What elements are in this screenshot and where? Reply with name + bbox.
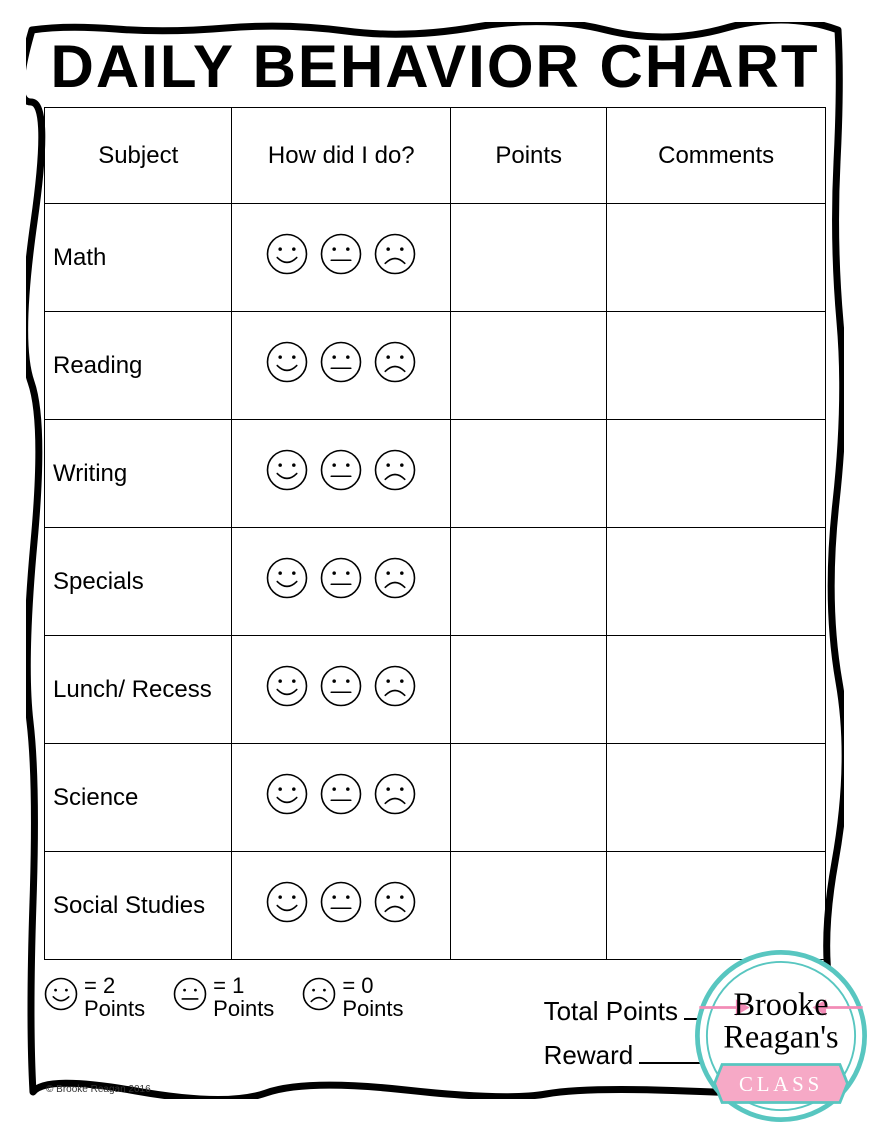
comments-cell[interactable] bbox=[607, 528, 826, 636]
neutral-face-icon[interactable] bbox=[320, 881, 362, 930]
points-cell[interactable] bbox=[451, 420, 607, 528]
svg-text:CLASS: CLASS bbox=[739, 1072, 823, 1096]
rating-cell[interactable] bbox=[232, 636, 451, 744]
comments-cell[interactable] bbox=[607, 636, 826, 744]
sad-face-icon[interactable] bbox=[374, 341, 416, 390]
legend-label: = 0Points bbox=[342, 974, 403, 1020]
svg-text:Reagan's: Reagan's bbox=[723, 1018, 838, 1054]
rating-cell[interactable] bbox=[232, 420, 451, 528]
rating-cell[interactable] bbox=[232, 312, 451, 420]
legend-item: = 1Points bbox=[173, 974, 274, 1020]
legend-label: = 1Points bbox=[213, 974, 274, 1020]
subject-cell: Writing bbox=[45, 420, 232, 528]
subject-cell: Lunch/ Recess bbox=[45, 636, 232, 744]
neutral-face-icon bbox=[173, 977, 207, 1017]
comments-cell[interactable] bbox=[607, 744, 826, 852]
neutral-face-icon[interactable] bbox=[320, 233, 362, 282]
sad-face-icon[interactable] bbox=[374, 557, 416, 606]
points-cell[interactable] bbox=[451, 528, 607, 636]
sad-face-icon[interactable] bbox=[374, 881, 416, 930]
table-row: Specials bbox=[45, 528, 826, 636]
rating-cell[interactable] bbox=[232, 852, 451, 960]
col-subject: Subject bbox=[45, 108, 232, 204]
table-row: Science bbox=[45, 744, 826, 852]
neutral-face-icon[interactable] bbox=[320, 341, 362, 390]
points-cell[interactable] bbox=[451, 204, 607, 312]
table-row: Math bbox=[45, 204, 826, 312]
points-cell[interactable] bbox=[451, 636, 607, 744]
neutral-face-icon[interactable] bbox=[320, 773, 362, 822]
neutral-face-icon[interactable] bbox=[320, 557, 362, 606]
subject-cell: Math bbox=[45, 204, 232, 312]
legend-item: = 0Points bbox=[302, 974, 403, 1020]
table-row: Lunch/ Recess bbox=[45, 636, 826, 744]
sad-face-icon bbox=[302, 977, 336, 1017]
neutral-face-icon[interactable] bbox=[320, 665, 362, 714]
svg-text:Brooke: Brooke bbox=[733, 986, 828, 1022]
col-points: Points bbox=[451, 108, 607, 204]
subject-cell: Social Studies bbox=[45, 852, 232, 960]
legend-label: = 2Points bbox=[84, 974, 145, 1020]
comments-cell[interactable] bbox=[607, 312, 826, 420]
rating-cell[interactable] bbox=[232, 744, 451, 852]
points-cell[interactable] bbox=[451, 744, 607, 852]
happy-face-icon[interactable] bbox=[266, 233, 308, 282]
brand-badge: Brooke Reagan's CLASS bbox=[686, 941, 870, 1131]
happy-face-icon bbox=[44, 977, 78, 1017]
legend-item: = 2Points bbox=[44, 974, 145, 1020]
points-cell[interactable] bbox=[451, 852, 607, 960]
happy-face-icon[interactable] bbox=[266, 665, 308, 714]
page-title: DAILY BEHAVIOR CHART bbox=[44, 32, 826, 101]
comments-cell[interactable] bbox=[607, 204, 826, 312]
happy-face-icon[interactable] bbox=[266, 773, 308, 822]
points-cell[interactable] bbox=[451, 312, 607, 420]
comments-cell[interactable] bbox=[607, 420, 826, 528]
happy-face-icon[interactable] bbox=[266, 881, 308, 930]
happy-face-icon[interactable] bbox=[266, 341, 308, 390]
happy-face-icon[interactable] bbox=[266, 557, 308, 606]
copyright-text: © Brooke Reagan 2016 bbox=[46, 1084, 151, 1095]
behavior-table: Subject How did I do? Points Comments Ma… bbox=[44, 107, 826, 960]
col-howdidido: How did I do? bbox=[232, 108, 451, 204]
col-comments: Comments bbox=[607, 108, 826, 204]
total-points-label: Total Points bbox=[544, 989, 678, 1033]
subject-cell: Reading bbox=[45, 312, 232, 420]
subject-cell: Science bbox=[45, 744, 232, 852]
subject-cell: Specials bbox=[45, 528, 232, 636]
reward-label: Reward bbox=[544, 1033, 634, 1077]
happy-face-icon[interactable] bbox=[266, 449, 308, 498]
sad-face-icon[interactable] bbox=[374, 773, 416, 822]
table-body: Math Reading Writing bbox=[45, 204, 826, 960]
table-header-row: Subject How did I do? Points Comments bbox=[45, 108, 826, 204]
neutral-face-icon[interactable] bbox=[320, 449, 362, 498]
sad-face-icon[interactable] bbox=[374, 449, 416, 498]
table-row: Writing bbox=[45, 420, 826, 528]
rating-cell[interactable] bbox=[232, 528, 451, 636]
sad-face-icon[interactable] bbox=[374, 233, 416, 282]
sad-face-icon[interactable] bbox=[374, 665, 416, 714]
table-row: Reading bbox=[45, 312, 826, 420]
rating-cell[interactable] bbox=[232, 204, 451, 312]
